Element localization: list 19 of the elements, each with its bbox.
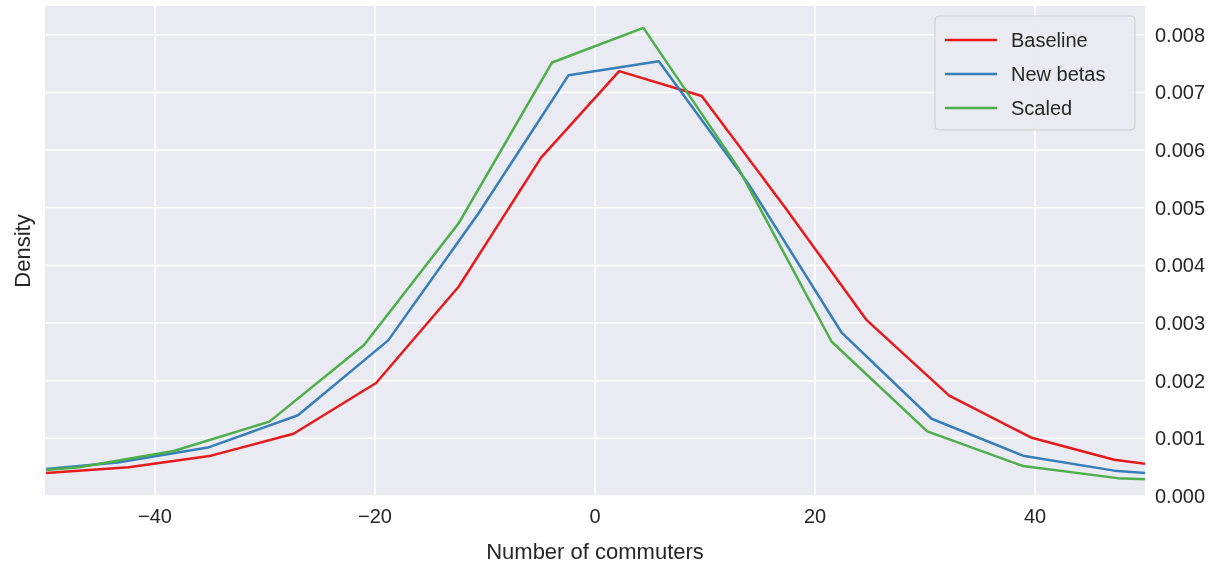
legend-label: Baseline <box>1011 29 1088 51</box>
y-tick-label: 0.008 <box>1155 23 1206 46</box>
y-axis-title: Density <box>10 214 35 288</box>
x-axis-title: Number of commuters <box>486 539 704 564</box>
y-tick-label: 0.002 <box>1155 369 1206 392</box>
x-tick-label: −40 <box>138 505 172 527</box>
y-tick-label: 0.003 <box>1155 312 1206 335</box>
x-tick-label: −20 <box>358 505 392 527</box>
x-tick-label: 20 <box>803 505 827 527</box>
y-tick-label: 0.005 <box>1155 196 1206 219</box>
y-tick-label: 0.000 <box>1155 485 1206 507</box>
legend-label: New betas <box>1011 63 1106 85</box>
y-tick-label: 0.001 <box>1155 427 1206 450</box>
y-tick-label: 0.006 <box>1155 139 1206 162</box>
x-tick-label: 0 <box>589 505 601 527</box>
x-tick-label: 40 <box>1023 505 1047 527</box>
y-tick-label: 0.007 <box>1155 81 1206 104</box>
legend-label: Scaled <box>1011 97 1073 119</box>
y-tick-label: 0.004 <box>1155 254 1206 277</box>
